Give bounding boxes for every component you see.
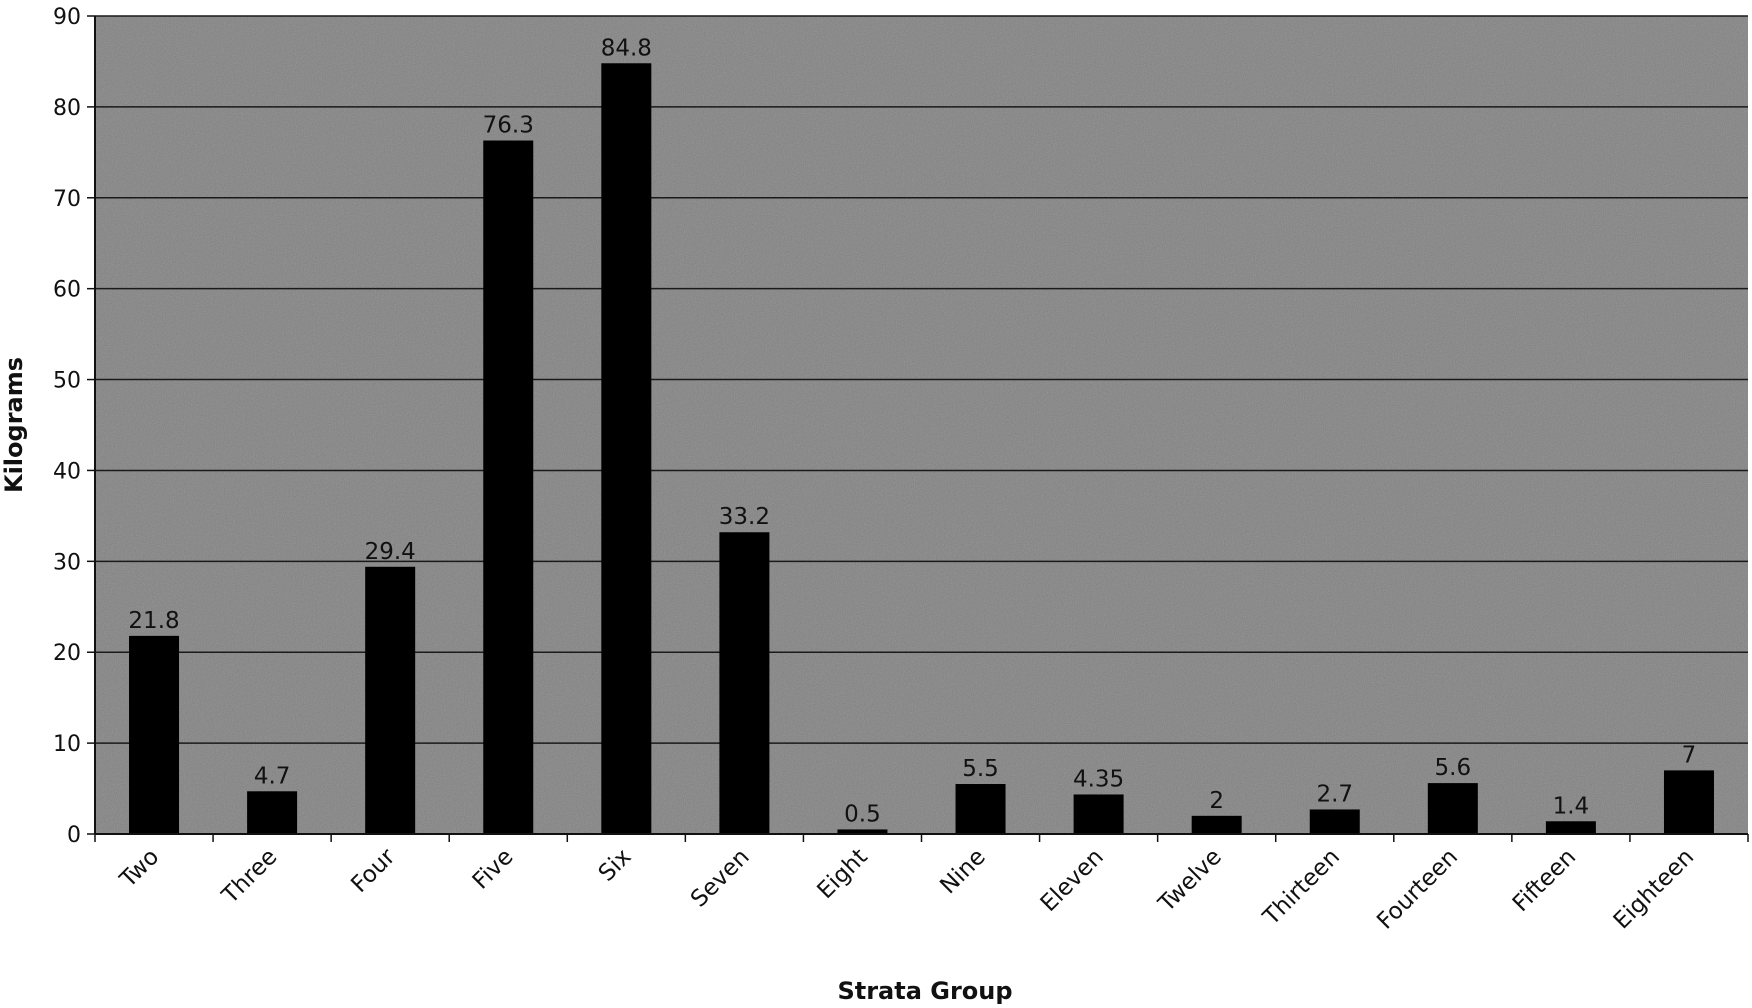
x-tick-label: Nine xyxy=(935,844,990,899)
data-label: 76.3 xyxy=(483,113,534,139)
y-tick-label: 60 xyxy=(53,278,81,303)
y-tick-label: 50 xyxy=(53,369,81,394)
data-label: 2.7 xyxy=(1316,781,1353,807)
y-tick-label: 20 xyxy=(53,641,81,666)
bar xyxy=(955,784,1006,834)
data-label: 2 xyxy=(1209,788,1224,814)
bar xyxy=(483,140,534,835)
x-tick-label: Seven xyxy=(686,844,755,913)
y-tick-label: 10 xyxy=(53,732,81,757)
x-tick-label: Eight xyxy=(813,844,873,904)
bar xyxy=(247,791,298,834)
x-tick-label: Fourteen xyxy=(1372,844,1463,935)
y-tick-label: 30 xyxy=(53,550,81,575)
x-axis-ticks: Two Three Four Five Six Seven Eight Nine Eleven T… xyxy=(94,834,1749,935)
data-label: 0.5 xyxy=(844,801,881,827)
x-tick-label: Three xyxy=(217,844,283,910)
data-label: 4.7 xyxy=(254,763,291,789)
x-tick-label: Five xyxy=(468,844,519,895)
x-tick-label: Fifteen xyxy=(1508,844,1581,917)
data-label: 21.8 xyxy=(128,608,179,634)
x-axis-title: Strata Group xyxy=(837,977,1012,1005)
y-tick-label: 90 xyxy=(53,5,81,30)
bar xyxy=(601,63,652,835)
data-label: 7 xyxy=(1682,742,1697,768)
bar xyxy=(129,635,180,834)
data-label: 29.4 xyxy=(365,539,416,565)
bars xyxy=(129,63,1714,835)
x-tick-label: Thirteen xyxy=(1258,844,1345,931)
bar xyxy=(1427,783,1478,834)
x-tick-label: Six xyxy=(594,844,637,887)
data-label: 5.6 xyxy=(1435,755,1472,781)
bar xyxy=(837,829,888,834)
bar xyxy=(1309,809,1360,834)
bar xyxy=(719,532,770,834)
x-tick-label: Eighteen xyxy=(1609,844,1700,935)
bar xyxy=(1545,821,1596,834)
y-tick-label: 70 xyxy=(53,187,81,212)
y-tick-label: 40 xyxy=(53,459,81,484)
data-label: 4.35 xyxy=(1073,766,1124,792)
data-label: 1.4 xyxy=(1553,793,1590,819)
data-label: 84.8 xyxy=(601,35,652,61)
x-tick-label: Eleven xyxy=(1036,844,1109,917)
bar xyxy=(1073,794,1124,834)
y-tick-label: 80 xyxy=(53,96,81,121)
plot-area xyxy=(95,16,1748,834)
data-label: 33.2 xyxy=(719,504,770,530)
x-tick-label: Twelve xyxy=(1153,844,1227,918)
bar xyxy=(1663,770,1714,834)
x-tick-label: Four xyxy=(346,843,400,897)
data-labels: 21.8 4.7 29.4 76.3 84.8 33.2 0.5 5.5 4.35 2 2.7 5.6… xyxy=(128,35,1696,827)
x-tick-label: Two xyxy=(115,844,165,894)
data-label: 5.5 xyxy=(962,756,999,782)
y-axis-title: Kilograms xyxy=(0,357,28,493)
y-axis-ticks: 0 10 20 30 40 50 60 70 80 90 xyxy=(53,5,95,848)
y-tick-label: 0 xyxy=(67,823,81,848)
bar xyxy=(1191,815,1242,834)
bar xyxy=(365,566,416,834)
